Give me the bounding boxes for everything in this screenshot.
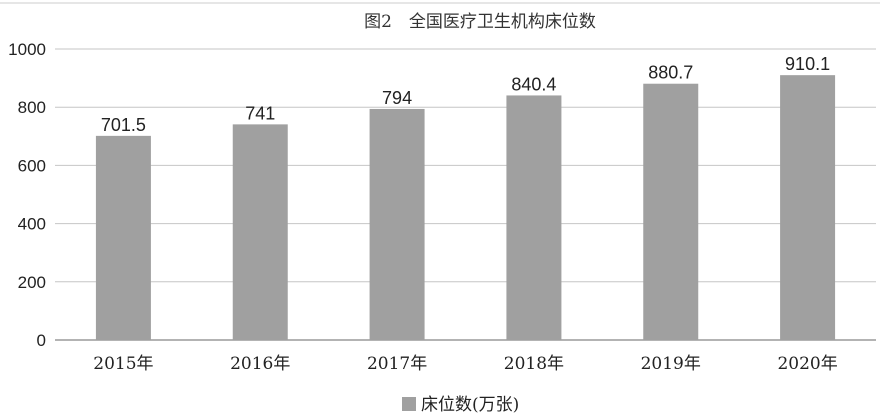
y-tick-label: 600 <box>18 156 46 175</box>
x-tick-label: 2019年 <box>641 354 701 374</box>
x-tick-label: 2015年 <box>93 354 153 374</box>
bars <box>95 75 836 341</box>
data-label: 840.4 <box>511 74 556 94</box>
gridlines <box>55 48 876 341</box>
y-tick-label: 200 <box>18 273 46 292</box>
x-axis-ticks: 2015年 2016年 2017年 2018年 2019年 2020年 <box>93 354 837 374</box>
data-label: 701.5 <box>101 115 146 135</box>
data-label: 741 <box>245 103 275 123</box>
data-label: 794 <box>382 88 412 108</box>
bar <box>369 108 425 340</box>
y-tick-label: 400 <box>18 215 46 234</box>
bar <box>506 95 562 340</box>
bar <box>95 135 151 340</box>
data-label: 880.7 <box>648 63 693 83</box>
y-tick-label: 0 <box>37 331 46 350</box>
data-label: 910.1 <box>785 54 830 74</box>
data-labels: 701.5 741 794 840.4 880.7 910.1 <box>101 54 830 135</box>
x-tick-label: 2020年 <box>777 354 837 374</box>
x-tick-label: 2017年 <box>367 354 427 374</box>
bar <box>232 124 288 340</box>
y-tick-label: 1000 <box>8 40 46 59</box>
bar <box>643 83 699 340</box>
legend: 床位数(万张) <box>402 395 519 415</box>
y-axis-ticks: 0 200 400 600 800 1000 <box>8 40 46 350</box>
chart-title: 图2 全国医疗卫生机构床位数 <box>364 12 596 32</box>
legend-swatch <box>402 397 416 411</box>
y-tick-label: 800 <box>18 98 46 117</box>
x-tick-label: 2016年 <box>230 354 290 374</box>
x-tick-label: 2018年 <box>504 354 564 374</box>
bar <box>780 75 836 341</box>
legend-label: 床位数(万张) <box>421 395 519 415</box>
